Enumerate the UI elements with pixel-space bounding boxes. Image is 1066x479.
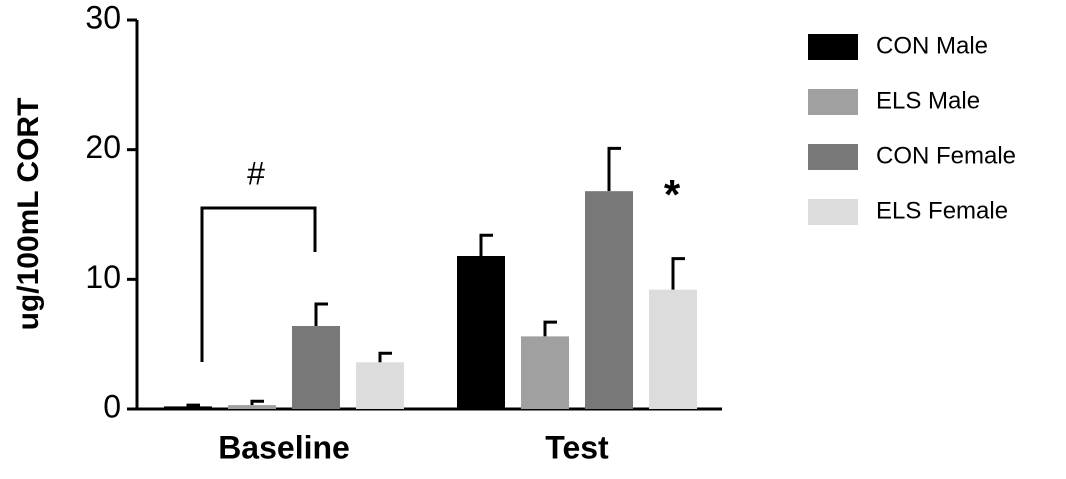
legend-label: CON Female — [876, 142, 1016, 169]
error-bar — [186, 403, 200, 407]
bar — [292, 326, 340, 409]
bar — [457, 255, 505, 409]
error-bar — [479, 233, 493, 256]
bar — [585, 191, 633, 409]
bar — [164, 406, 212, 409]
error-bar — [607, 146, 621, 192]
bar — [228, 405, 276, 409]
legend-swatch — [808, 89, 858, 115]
legend-swatch — [808, 144, 858, 170]
x-tick-label: Baseline — [218, 429, 350, 465]
legend-swatch — [808, 199, 858, 225]
error-bar — [250, 399, 264, 406]
annotation: * — [664, 171, 681, 218]
y-tick-label: 20 — [85, 129, 121, 165]
y-tick-label: 30 — [85, 0, 121, 35]
bar — [521, 336, 569, 409]
significance-bracket — [200, 206, 317, 362]
legend-label: ELS Male — [876, 87, 980, 114]
y-axis-label: ug/100mL CORT — [12, 98, 45, 331]
error-bar — [543, 320, 557, 337]
y-tick-label: 0 — [103, 388, 121, 424]
y-tick-label: 10 — [85, 259, 121, 295]
bar — [356, 362, 404, 409]
error-bar — [314, 302, 328, 327]
annotation: # — [247, 155, 265, 191]
legend-label: ELS Female — [876, 197, 1008, 224]
x-tick-label: Test — [545, 429, 609, 465]
legend-label: CON Male — [876, 32, 988, 59]
bar — [649, 289, 697, 409]
legend-swatch — [808, 34, 858, 60]
error-bar — [671, 257, 685, 290]
error-bar — [378, 351, 392, 363]
